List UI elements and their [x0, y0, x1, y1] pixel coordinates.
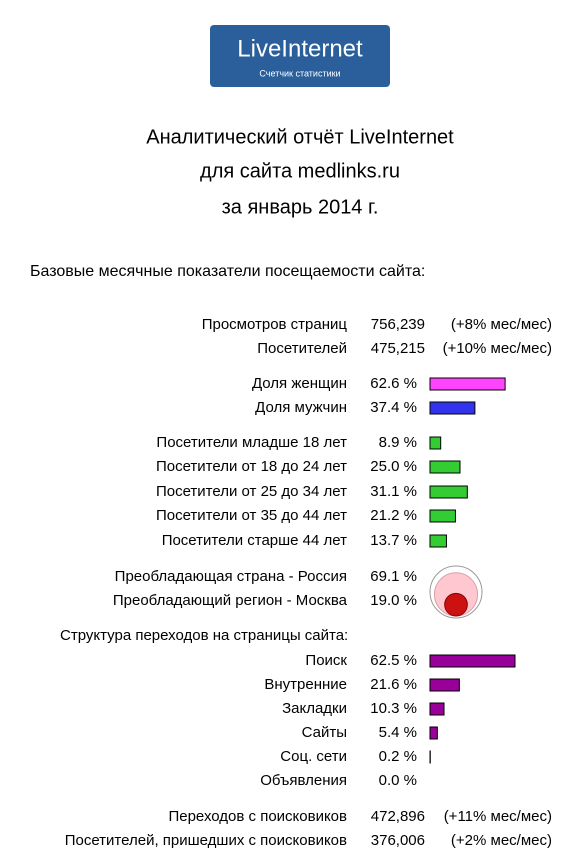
row-label: Просмотров страниц — [202, 316, 348, 333]
row-label: Посетители старше 44 лет — [162, 532, 347, 549]
bar — [429, 485, 468, 499]
row-value: 0.2 % — [379, 748, 417, 765]
row-label: Посетителей, пришедших с поисковиков — [65, 832, 347, 849]
bar — [429, 702, 445, 716]
row-value: 5.4 % — [379, 724, 417, 741]
row-value: 13.7 % — [370, 532, 417, 549]
row-value: 475,215 — [371, 340, 425, 357]
row-label: Переходов с поисковиков — [168, 808, 347, 825]
row-value: 21.6 % — [370, 676, 417, 693]
row-label: Доля женщин — [252, 375, 347, 392]
bar — [429, 726, 438, 740]
row-value: 10.3 % — [370, 700, 417, 717]
logo — [210, 25, 390, 87]
row-change: (+10% мес/мес) — [443, 340, 552, 357]
report-title: для сайта medlinks.ru — [200, 160, 400, 182]
bar — [429, 534, 447, 548]
row-value: 37.4 % — [370, 399, 417, 416]
row-value: 19.0 % — [370, 592, 417, 609]
row-label: Посетители от 18 до 24 лет — [156, 458, 347, 475]
row-label: Поиск — [305, 652, 347, 669]
bar — [429, 460, 461, 474]
row-value: 62.5 % — [370, 652, 417, 669]
row-label: Доля мужчин — [255, 399, 347, 416]
logo-title: LiveInternet — [237, 35, 363, 62]
subtitle: Базовые месячные показатели посещаемости… — [30, 263, 425, 280]
row-value: 21.2 % — [370, 507, 417, 524]
row-label: Посетители от 25 до 34 лет — [156, 483, 347, 500]
row-label: Преобладающая страна - Россия — [115, 568, 347, 585]
row-value: 25.0 % — [370, 458, 417, 475]
row-label: Сайты — [302, 724, 347, 741]
bar — [429, 436, 442, 450]
row-value: 69.1 % — [370, 568, 417, 585]
row-value: 472,896 — [371, 808, 425, 825]
row-label: Посетителей — [257, 340, 347, 357]
section-heading: Структура переходов на страницы сайта: — [60, 627, 348, 644]
row-label: Внутренние — [264, 676, 347, 693]
report-title: Аналитический отчёт LiveInternet — [146, 126, 454, 148]
row-label: Посетители младше 18 лет — [156, 434, 347, 451]
logo-subtitle: Счетчик статистики — [259, 68, 340, 78]
row-value: 31.1 % — [370, 483, 417, 500]
row-value: 376,006 — [371, 832, 425, 849]
bar — [429, 401, 476, 415]
report-title: за январь 2014 г. — [222, 196, 379, 218]
row-change: (+8% мес/мес) — [451, 316, 552, 333]
row-label: Посетители от 35 до 44 лет — [156, 507, 347, 524]
row-value: 0.0 % — [379, 772, 417, 789]
row-value: 756,239 — [371, 316, 425, 333]
bar — [429, 654, 516, 668]
geo-circle — [444, 592, 468, 617]
row-change: (+2% мес/мес) — [451, 832, 552, 849]
bar — [429, 509, 456, 523]
row-value: 62.6 % — [370, 375, 417, 392]
row-value: 8.9 % — [379, 434, 417, 451]
row-label: Соц. сети — [280, 748, 347, 765]
row-label: Преобладающий регион - Москва — [113, 592, 348, 609]
bar — [429, 377, 506, 391]
row-label: Закладки — [282, 700, 347, 717]
row-label: Объявления — [260, 772, 347, 789]
bar — [429, 678, 460, 692]
row-change: (+11% мес/мес) — [444, 808, 552, 825]
